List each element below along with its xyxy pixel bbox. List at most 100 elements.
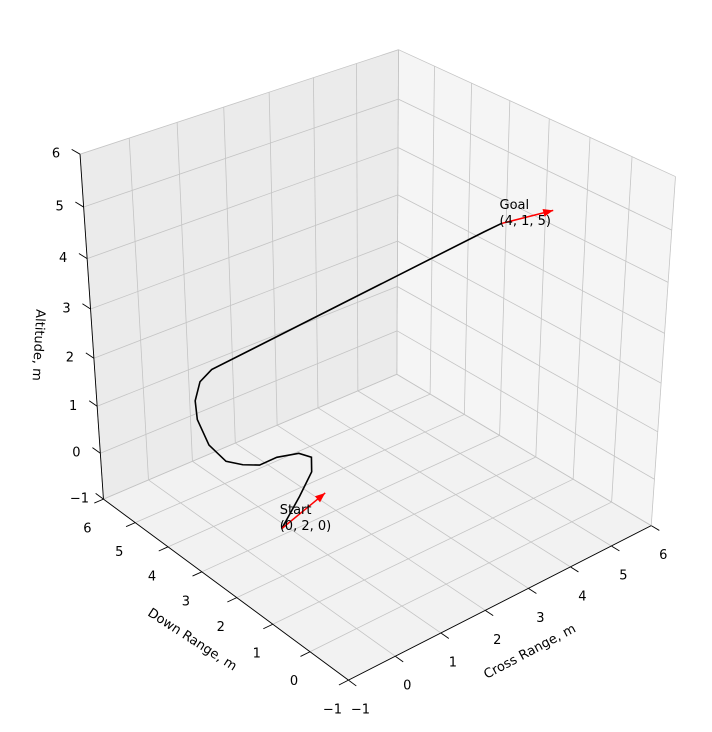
grid-line: [100, 330, 398, 454]
x-axis-label: Cross Range, m: [481, 621, 578, 682]
z-tick-label: 6: [52, 147, 60, 162]
x-tick-label: 2: [493, 633, 501, 648]
tick-mark: [348, 679, 357, 687]
grid-line: [572, 137, 591, 480]
tick-mark: [125, 522, 136, 528]
annotation-text: Goal: [500, 198, 530, 213]
arrow-head: [314, 492, 326, 503]
annotation-text: (0, 2, 0): [280, 519, 332, 534]
grid-line: [499, 100, 511, 436]
tick-mark: [192, 571, 203, 577]
arrow-head: [542, 208, 554, 217]
grid-line: [128, 138, 149, 480]
grid-line: [398, 49, 676, 177]
y-tick-label: 4: [148, 569, 156, 584]
annotation-text: (4, 1, 5): [500, 214, 552, 229]
tick-mark: [85, 352, 95, 359]
tick-mark: [75, 201, 84, 208]
y-tick-label: 3: [182, 594, 190, 609]
grid-line: [312, 77, 319, 408]
floor-pane: [103, 374, 652, 681]
axis-line: [79, 154, 104, 500]
grid-line: [79, 49, 399, 155]
tick-mark: [227, 597, 237, 603]
tick-mark: [71, 148, 81, 155]
grid-line: [135, 393, 431, 523]
y-tick-label: 1: [253, 647, 261, 662]
tick-mark: [338, 679, 349, 686]
grid-line: [236, 456, 536, 598]
tick-mark: [263, 623, 273, 630]
tick-mark: [484, 609, 494, 617]
grid-line: [148, 479, 396, 657]
grid-line: [86, 147, 399, 260]
grid-line: [398, 98, 672, 231]
y-tick-label: 2: [217, 620, 225, 635]
tick-mark: [611, 545, 620, 552]
tick-mark: [88, 400, 98, 407]
z-tick-label: 5: [55, 200, 63, 215]
grid-line: [201, 435, 500, 573]
x-tick-label: 0: [403, 679, 411, 694]
grid-line: [650, 176, 676, 526]
grid-line: [397, 286, 658, 433]
y-tick-label: 5: [115, 545, 123, 560]
grid-line: [276, 424, 529, 589]
grid-line: [96, 286, 398, 407]
y-tick-label: −1: [323, 703, 342, 718]
annotation-text: Start: [280, 503, 312, 518]
grid-line: [317, 407, 571, 568]
grid-line: [223, 107, 236, 444]
grid-line: [309, 501, 612, 653]
tick-mark: [395, 655, 404, 663]
x-tick-label: −1: [351, 703, 370, 718]
x-tick-label: 1: [449, 655, 457, 670]
grid-line: [268, 92, 278, 426]
x-tick-label: 4: [578, 589, 586, 604]
grid-line: [272, 478, 574, 625]
z-tick-label: 4: [59, 251, 67, 266]
grid-line: [103, 373, 397, 500]
x-tick-label: 5: [619, 568, 627, 583]
tick-mark: [440, 632, 450, 639]
grid-line: [167, 414, 465, 548]
grid-line: [463, 83, 472, 415]
x-tick-label: 6: [659, 548, 667, 563]
grid-line: [93, 240, 398, 359]
tick-mark: [570, 566, 579, 573]
grid-line: [535, 118, 550, 457]
axis-line: [348, 525, 652, 681]
grid-line: [356, 63, 359, 391]
y-axis-label: Down Range, m: [145, 606, 240, 675]
grid-line: [235, 442, 486, 611]
tick-mark: [95, 493, 104, 500]
axis-line: [103, 498, 349, 681]
z-tick-label: 0: [72, 446, 80, 461]
grid-line: [357, 390, 612, 547]
z-tick-label: −1: [70, 492, 89, 507]
tick-mark: [78, 253, 88, 260]
grid-line: [396, 49, 399, 375]
tick-mark: [300, 651, 311, 657]
grid-line: [90, 194, 398, 310]
tick-mark: [158, 546, 169, 552]
tick-mark: [528, 587, 537, 594]
z-axis-label: Altitude, m: [29, 309, 48, 381]
right-pane: [396, 49, 676, 526]
grid-line: [397, 240, 662, 384]
grid-line: [397, 194, 665, 334]
grid-line: [396, 330, 655, 480]
y-tick-label: 0: [290, 674, 298, 689]
left-pane: [80, 49, 399, 500]
grid-line: [429, 66, 435, 395]
z-tick-label: 1: [69, 399, 77, 414]
grid-line: [611, 156, 633, 503]
trajectory: [194, 222, 502, 530]
grid-line: [83, 98, 399, 208]
grid-line: [192, 460, 442, 634]
grid-line: [176, 122, 193, 462]
tick-mark: [651, 525, 660, 531]
z-tick-label: 2: [66, 351, 74, 366]
tick-mark: [94, 498, 104, 504]
